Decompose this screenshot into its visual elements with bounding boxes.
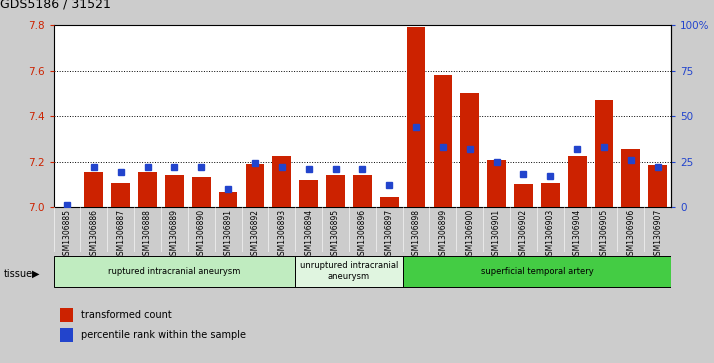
Text: GSM1306894: GSM1306894: [304, 209, 313, 260]
Bar: [648, 165, 667, 207]
Bar: [461, 94, 479, 207]
Bar: [165, 175, 183, 207]
Text: GSM1306888: GSM1306888: [143, 209, 152, 260]
Text: GSM1306906: GSM1306906: [626, 209, 635, 260]
Bar: [514, 184, 533, 207]
Text: GSM1306885: GSM1306885: [63, 209, 71, 260]
Text: ▶: ▶: [32, 269, 40, 279]
Text: transformed count: transformed count: [81, 310, 172, 320]
Bar: [60, 308, 74, 322]
Text: unruptured intracranial
aneurysm: unruptured intracranial aneurysm: [300, 261, 398, 281]
Text: GSM1306896: GSM1306896: [358, 209, 367, 260]
Bar: [541, 183, 560, 207]
Bar: [111, 183, 130, 207]
Bar: [326, 175, 345, 207]
Text: GSM1306905: GSM1306905: [600, 209, 608, 260]
Text: GSM1306902: GSM1306902: [519, 209, 528, 260]
Text: GSM1306892: GSM1306892: [251, 209, 259, 260]
Bar: [380, 197, 398, 207]
Text: GSM1306887: GSM1306887: [116, 209, 125, 260]
Bar: [487, 160, 506, 207]
Text: ruptured intracranial aneurysm: ruptured intracranial aneurysm: [109, 267, 241, 276]
Text: tissue: tissue: [4, 269, 33, 279]
Bar: [407, 26, 426, 207]
Text: GSM1306899: GSM1306899: [438, 209, 448, 260]
Bar: [84, 172, 104, 207]
Text: GSM1306889: GSM1306889: [170, 209, 179, 260]
Bar: [192, 178, 211, 207]
Text: GDS5186 / 31521: GDS5186 / 31521: [0, 0, 111, 11]
Bar: [433, 76, 452, 207]
Bar: [299, 180, 318, 207]
Text: GSM1306893: GSM1306893: [277, 209, 286, 260]
Text: GSM1306890: GSM1306890: [197, 209, 206, 260]
Bar: [138, 172, 157, 207]
Text: GSM1306886: GSM1306886: [89, 209, 99, 260]
Text: superficial temporal artery: superficial temporal artery: [481, 267, 593, 276]
Text: GSM1306901: GSM1306901: [492, 209, 501, 260]
Bar: [246, 164, 264, 207]
Text: percentile rank within the sample: percentile rank within the sample: [81, 330, 246, 340]
FancyBboxPatch shape: [403, 256, 671, 287]
Bar: [621, 149, 640, 207]
Text: GSM1306891: GSM1306891: [223, 209, 233, 260]
Bar: [273, 156, 291, 207]
Bar: [568, 156, 587, 207]
Text: GSM1306907: GSM1306907: [653, 209, 662, 260]
Bar: [218, 192, 238, 207]
Bar: [353, 175, 372, 207]
FancyBboxPatch shape: [295, 256, 403, 287]
Text: GSM1306903: GSM1306903: [545, 209, 555, 260]
Text: GSM1306900: GSM1306900: [466, 209, 474, 260]
Bar: [60, 328, 74, 342]
Text: GSM1306897: GSM1306897: [385, 209, 393, 260]
Bar: [595, 100, 613, 207]
Text: GSM1306904: GSM1306904: [573, 209, 582, 260]
Text: GSM1306898: GSM1306898: [411, 209, 421, 260]
Text: GSM1306895: GSM1306895: [331, 209, 340, 260]
FancyBboxPatch shape: [54, 256, 295, 287]
